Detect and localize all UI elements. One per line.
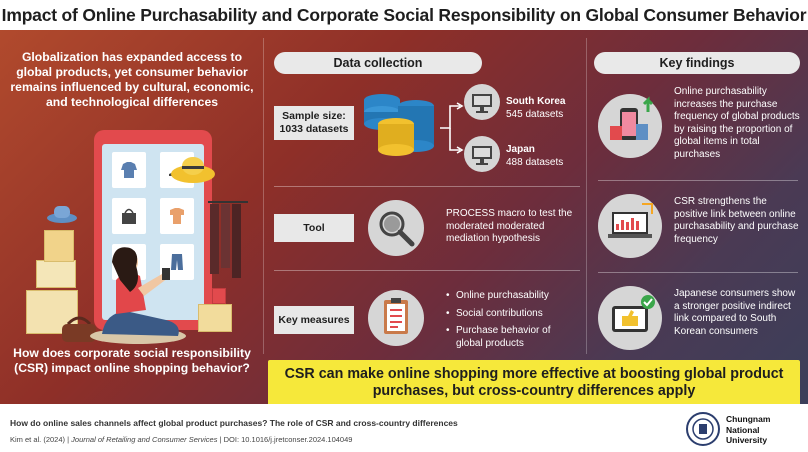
box-stack-icon xyxy=(26,290,78,334)
south-korea-info: South Korea 545 datasets xyxy=(506,96,565,121)
tool-label: Tool xyxy=(274,214,354,242)
finding-1: Online purchasability increases the purc… xyxy=(674,86,800,160)
south-korea-count: 545 datasets xyxy=(506,108,564,120)
cite-authors: Kim et al. (2024) xyxy=(10,435,66,444)
magnifier-icon xyxy=(368,200,424,256)
university-name: Chungnam National University xyxy=(726,414,770,446)
intro-text: Globalization has expanded access to glo… xyxy=(10,50,254,109)
japan-count: 488 datasets xyxy=(506,156,564,168)
sweater-tile xyxy=(112,152,146,188)
university-line-2: National xyxy=(726,424,760,435)
paper-title: How do online sales channels affect glob… xyxy=(10,418,458,428)
clothing-rack-icon xyxy=(208,201,248,278)
shipping-box-icon xyxy=(198,304,232,332)
university-line-3: University xyxy=(726,435,768,445)
right-separator-2 xyxy=(598,272,798,273)
sun-hat-icon xyxy=(171,157,215,183)
thumbs-up-icon xyxy=(598,286,662,350)
south-korea-name: South Korea xyxy=(506,96,566,107)
finding-2: CSR strengthens the positive link betwee… xyxy=(674,196,799,245)
shopping-illustration xyxy=(22,128,248,344)
clipboard-icon xyxy=(368,290,424,346)
shopper-figure xyxy=(90,247,186,344)
measures-list: Online purchasability Social contributio… xyxy=(446,290,576,355)
content-stage: Globalization has expanded access to glo… xyxy=(0,30,808,406)
measure-item: Online purchasability xyxy=(446,290,576,303)
shopping-phone-icon xyxy=(598,94,662,158)
tool-description: PROCESS macro to test the moderated mode… xyxy=(446,208,573,244)
finding-3: Japanese consumers show a stronger posit… xyxy=(674,288,796,337)
right-divider xyxy=(586,38,587,354)
citation: Kim et al. (2024) | Journal of Retailing… xyxy=(10,435,353,444)
mid-separator-2 xyxy=(274,270,580,271)
japan-monitor-icon xyxy=(464,136,500,172)
key-measures-label: Key measures xyxy=(274,306,354,334)
left-panel: Globalization has expanded access to glo… xyxy=(10,38,254,398)
sample-value-text: 1033 datasets xyxy=(279,123,349,135)
left-divider xyxy=(263,38,264,354)
package-icon xyxy=(44,230,74,262)
japan-info: Japan 488 datasets xyxy=(506,144,563,169)
sample-label-text: Sample size: xyxy=(282,110,346,122)
university-line-1: Chungnam xyxy=(726,414,771,424)
mid-separator-1 xyxy=(274,186,580,187)
japan-name: Japan xyxy=(506,144,535,155)
cite-doi: DOI: 10.1016/j.jretconser.2024.104049 xyxy=(223,435,353,444)
branch-arrows-icon xyxy=(440,102,464,154)
handbag-icon xyxy=(62,316,96,342)
sample-size-label: Sample size: 1033 datasets xyxy=(274,106,354,140)
data-collection-heading: Data collection xyxy=(274,52,482,74)
database-icon xyxy=(364,94,434,156)
research-question: How does corporate social responsibility… xyxy=(13,346,251,375)
measure-item: Social contributions xyxy=(446,308,576,321)
footer: How do online sales channels affect glob… xyxy=(0,404,808,452)
cite-journal: Journal of Retailing and Consumer Servic… xyxy=(71,435,218,444)
shirt-tile xyxy=(160,198,194,234)
conclusion-banner: CSR can make online shopping more effect… xyxy=(268,360,800,406)
university-seal-icon xyxy=(686,412,720,446)
measure-item: Purchase behavior of global products xyxy=(446,325,576,350)
page-title: Impact of Online Purchasability and Corp… xyxy=(1,5,807,25)
small-gift-icon xyxy=(212,288,226,304)
right-separator-1 xyxy=(598,180,798,181)
infographic: Impact of Online Purchasability and Corp… xyxy=(0,0,808,404)
hat-icon xyxy=(47,206,77,223)
key-findings-heading: Key findings xyxy=(594,52,800,74)
laptop-chart-icon xyxy=(598,194,662,258)
south-korea-monitor-icon xyxy=(464,84,500,120)
gift-box-icon xyxy=(36,260,76,288)
bag-tile xyxy=(112,198,146,234)
